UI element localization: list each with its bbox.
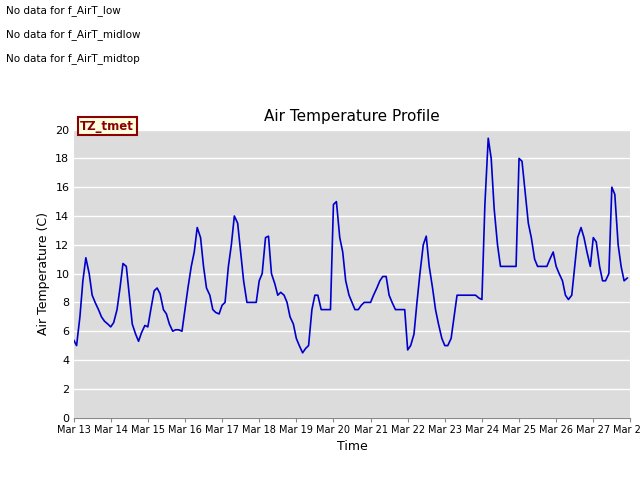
Y-axis label: Air Temperature (C): Air Temperature (C) [36,212,50,335]
X-axis label: Time: Time [337,440,367,453]
Text: TZ_tmet: TZ_tmet [80,120,134,132]
Text: No data for f_AirT_midtop: No data for f_AirT_midtop [6,53,140,64]
Text: No data for f_AirT_midlow: No data for f_AirT_midlow [6,29,141,40]
Text: No data for f_AirT_low: No data for f_AirT_low [6,5,121,16]
Title: Air Temperature Profile: Air Temperature Profile [264,109,440,124]
